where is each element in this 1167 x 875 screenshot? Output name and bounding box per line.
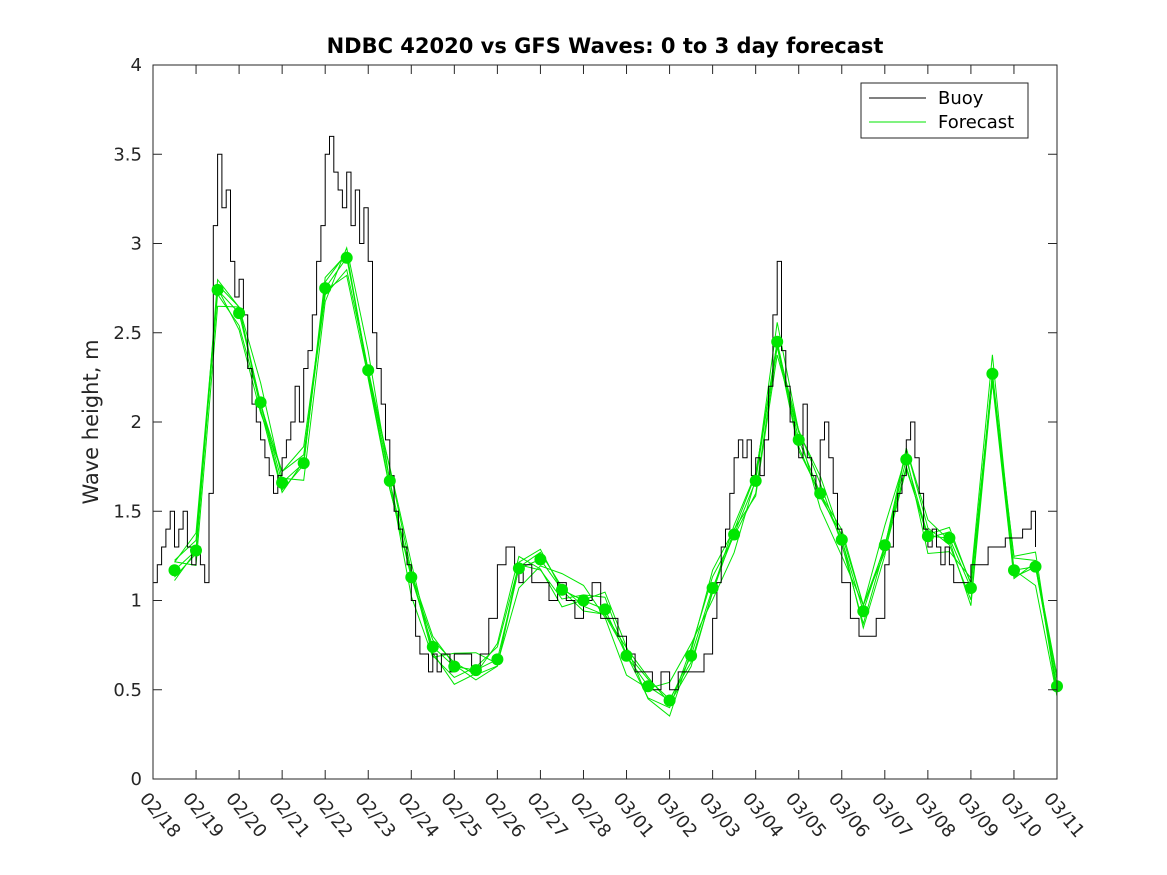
forecast-marker <box>491 653 504 666</box>
legend-forecast-label: Forecast <box>938 112 1014 133</box>
forecast-marker <box>319 282 332 295</box>
y-axis-label: Wave height, m <box>79 339 103 504</box>
forecast-marker <box>964 582 977 594</box>
forecast-marker <box>469 664 482 677</box>
forecast-marker <box>706 582 719 594</box>
forecast-marker <box>900 453 913 466</box>
forecast-marker <box>383 474 396 487</box>
x-tick-label: 03/06 <box>824 789 873 842</box>
x-tick-label: 02/21 <box>264 789 313 842</box>
forecast-run-line <box>174 251 1058 701</box>
x-tick-label: 02/24 <box>393 789 442 842</box>
y-tick-label: 3.5 <box>113 144 142 165</box>
legend-box <box>860 82 1029 139</box>
forecast-marker <box>749 474 762 487</box>
y-tick-label: 0 <box>131 769 142 790</box>
forecast-lines-group <box>174 246 1058 717</box>
x-tick-label: 02/22 <box>307 789 356 842</box>
x-tick-label: 03/08 <box>910 789 959 842</box>
forecast-marker <box>362 364 375 377</box>
buoy-series-line <box>153 135 1036 691</box>
x-tick-label: 02/25 <box>436 789 485 842</box>
forecast-markers-group <box>168 251 1063 707</box>
x-tick-label: 02/18 <box>135 789 184 842</box>
forecast-marker <box>534 553 547 566</box>
chart-title: NDBC 42020 vs GFS Waves: 0 to 3 day fore… <box>327 34 884 58</box>
legend: Buoy Forecast <box>860 82 1029 139</box>
forecast-marker <box>878 539 891 552</box>
y-tick-label: 1 <box>131 591 142 612</box>
forecast-marker <box>448 660 461 673</box>
x-tick-label: 03/02 <box>652 789 701 842</box>
forecast-marker <box>276 476 289 489</box>
forecast-marker <box>190 544 202 557</box>
x-tick-label: 02/23 <box>350 789 399 842</box>
x-tick-label: 02/26 <box>480 789 529 842</box>
x-tick-label: 03/05 <box>781 789 830 842</box>
forecast-marker <box>986 367 999 380</box>
forecast-marker <box>512 562 525 575</box>
forecast-marker <box>663 694 676 707</box>
forecast-marker <box>405 571 418 584</box>
forecast-marker <box>792 433 805 446</box>
forecast-marker <box>1029 560 1042 573</box>
forecast-marker <box>943 532 956 544</box>
forecast-marker <box>642 680 654 693</box>
x-tick-label: 02/20 <box>221 789 270 842</box>
x-tick-label: 03/07 <box>867 789 916 842</box>
forecast-marker <box>814 487 827 500</box>
x-tick-label: 03/04 <box>738 789 787 842</box>
x-tick-label: 03/03 <box>695 789 744 842</box>
forecast-marker <box>728 528 741 541</box>
y-tick-label: 2 <box>131 412 142 433</box>
x-tick-label: 03/01 <box>609 789 658 842</box>
forecast-marker <box>168 564 181 577</box>
y-tick-label: 0.5 <box>113 680 142 701</box>
x-tick-label: 02/19 <box>178 789 227 842</box>
x-tick-label: 03/11 <box>1039 789 1088 842</box>
forecast-marker <box>771 335 784 348</box>
y-tick-label: 3 <box>131 234 142 255</box>
forecast-marker <box>254 396 267 409</box>
forecast-marker <box>297 457 310 470</box>
plot-area <box>153 65 1057 779</box>
forecast-marker <box>577 594 590 607</box>
buoy-line-group <box>153 135 1036 691</box>
forecast-marker <box>685 649 698 662</box>
x-tick-label: 02/28 <box>566 789 615 842</box>
forecast-marker <box>340 251 353 264</box>
forecast-run-line <box>174 246 1058 697</box>
y-tick-label: 4 <box>131 55 142 76</box>
legend-buoy-label: Buoy <box>938 88 984 109</box>
x-tick-label: 03/09 <box>953 789 1002 842</box>
forecast-marker <box>1008 564 1020 577</box>
forecast-marker <box>921 530 934 543</box>
forecast-marker <box>857 605 870 618</box>
y-tick-label: 1.5 <box>113 501 142 522</box>
x-tick-label: 03/10 <box>996 789 1045 842</box>
x-tick-label: 02/27 <box>523 789 572 842</box>
forecast-marker <box>233 307 246 320</box>
forecast-marker <box>556 583 568 596</box>
forecast-marker <box>620 649 633 662</box>
forecast-marker <box>835 533 848 546</box>
forecast-marker <box>599 603 611 616</box>
forecast-marker <box>426 640 439 653</box>
y-tick-label: 2.5 <box>113 323 142 344</box>
forecast-marker <box>211 283 224 296</box>
